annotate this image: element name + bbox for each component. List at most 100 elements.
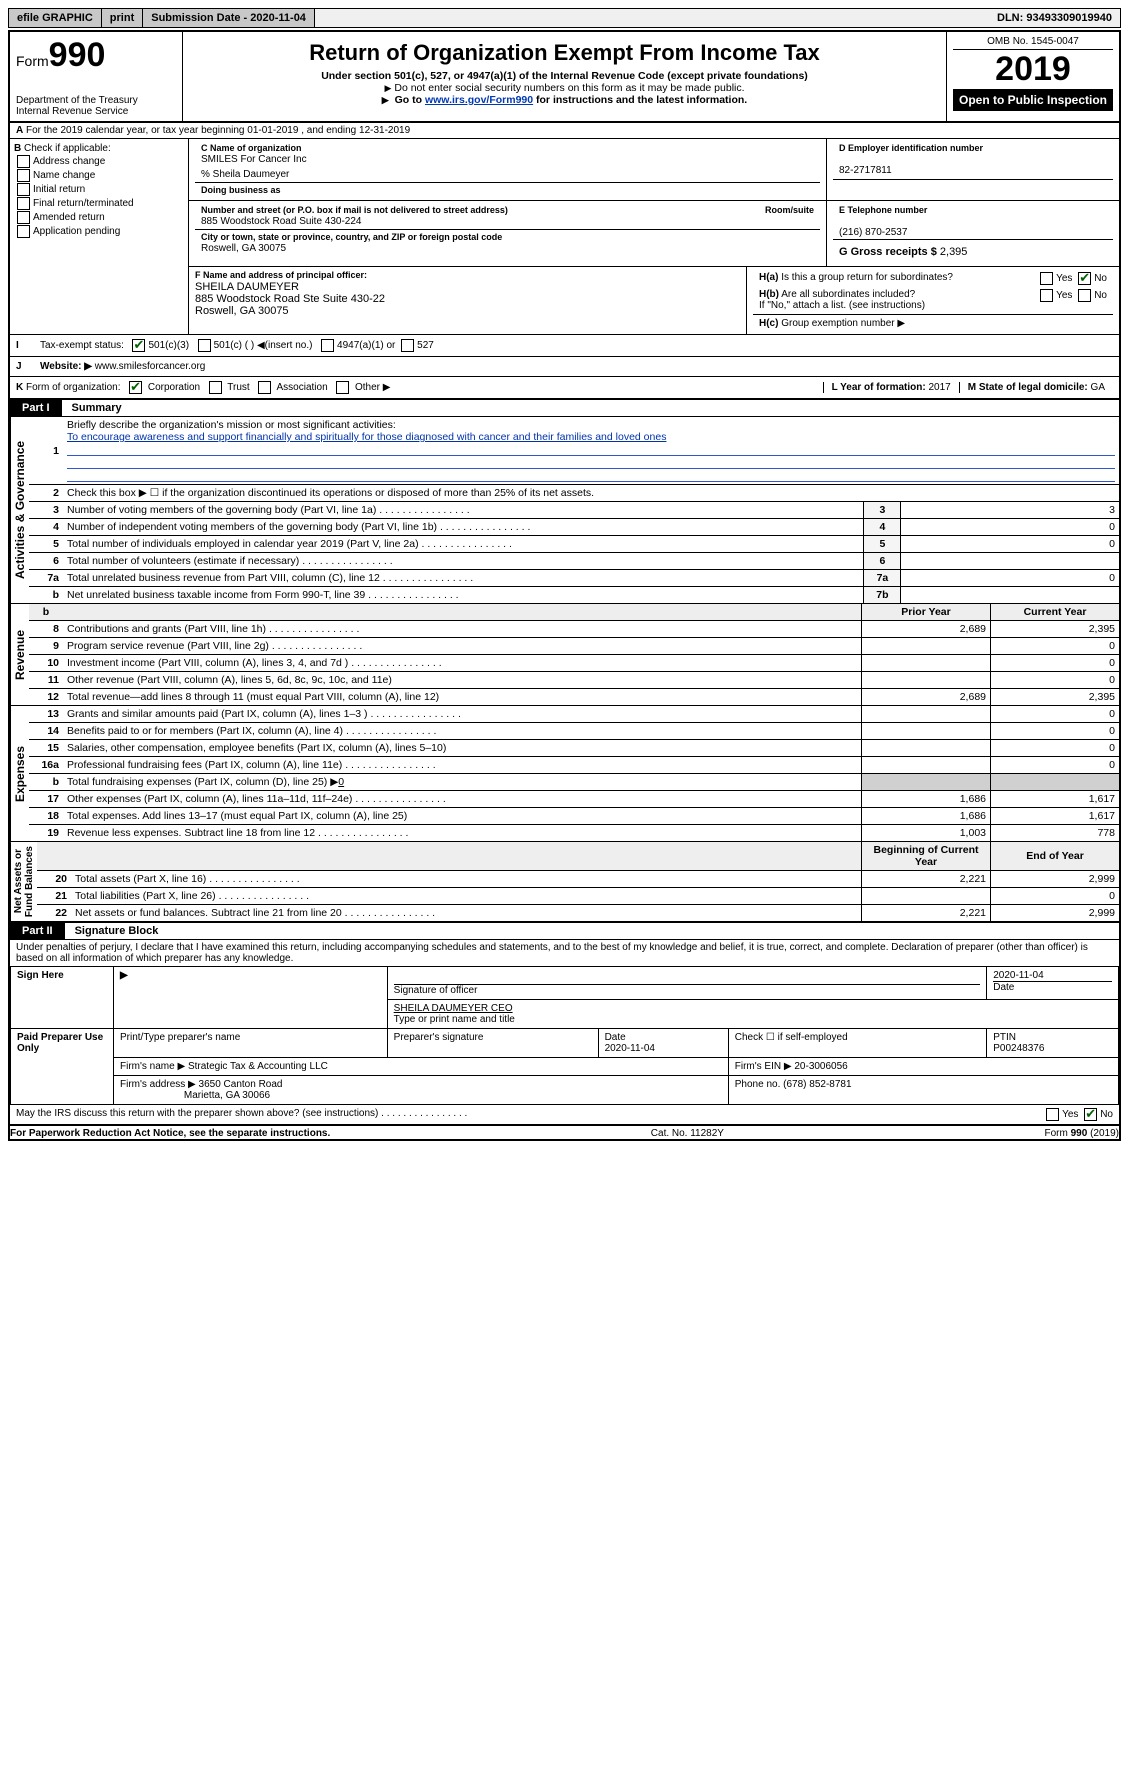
subtitle-2: Do not enter social security numbers on … <box>189 82 940 94</box>
l21: Total liabilities (Part X, line 26) <box>71 888 862 905</box>
pp-sig-label: Preparer's signature <box>394 1032 484 1043</box>
ein-value: 82-2717811 <box>839 165 892 176</box>
v5: 0 <box>901 536 1119 553</box>
city-label: City or town, state or province, country… <box>201 232 502 242</box>
cb-final-return[interactable]: Final return/terminated <box>14 197 184 210</box>
part-i-header: Part I Summary <box>10 398 1119 417</box>
hb-no[interactable] <box>1078 289 1091 302</box>
netassets-section: Net Assets or Fund Balances Beginning of… <box>10 841 1119 921</box>
i-527[interactable] <box>401 339 414 352</box>
print-button[interactable]: print <box>102 9 143 27</box>
i-501c3[interactable] <box>132 339 145 352</box>
cb-initial-return[interactable]: Initial return <box>14 183 184 196</box>
firm-phone: (678) 852-8781 <box>783 1079 851 1090</box>
f-officer-label: F Name and address of principal officer: <box>195 270 367 280</box>
d-ein-label: D Employer identification number <box>839 143 983 153</box>
col-eoy: End of Year <box>991 842 1120 871</box>
arrow-icon: ▶ <box>114 967 388 1029</box>
l3: Number of voting members of the governin… <box>63 502 864 519</box>
v7b <box>901 587 1119 604</box>
v6 <box>901 553 1119 570</box>
cb-address-change[interactable]: Address change <box>14 155 184 168</box>
mission-text: To encourage awareness and support finan… <box>67 431 666 443</box>
hb-yes[interactable] <box>1040 289 1053 302</box>
e-phone-label: E Telephone number <box>839 205 927 215</box>
l7a: Total unrelated business revenue from Pa… <box>63 570 864 587</box>
cb-name-change[interactable]: Name change <box>14 169 184 182</box>
l14: Benefits paid to or for members (Part IX… <box>63 723 862 740</box>
ha-yes[interactable] <box>1040 272 1053 285</box>
col-prior-year: Prior Year <box>862 604 991 621</box>
i-4947[interactable] <box>321 339 334 352</box>
l16b: Total fundraising expenses (Part IX, col… <box>63 774 862 791</box>
phone-value: (216) 870-2537 <box>839 227 907 238</box>
website-value: www.smilesforcancer.org <box>95 361 206 372</box>
vlabel-governance: Activities & Governance <box>10 417 29 603</box>
c-name-label: C Name of organization <box>201 143 302 153</box>
l18: Total expenses. Add lines 13–17 (must eq… <box>63 808 862 825</box>
form-container: Form990 Department of the Treasury Inter… <box>8 30 1121 1141</box>
row-j: J Website: ▶ www.smilesforcancer.org <box>10 356 1119 376</box>
vlabel-revenue: Revenue <box>10 604 29 705</box>
ha-label: Is this a group return for subordinates? <box>781 272 953 283</box>
l20: Total assets (Part X, line 16) <box>71 871 862 888</box>
discuss-yes[interactable] <box>1046 1108 1059 1121</box>
governance-section: Activities & Governance 1 Briefly descri… <box>10 417 1119 603</box>
sig-officer-label: Signature of officer <box>394 985 478 996</box>
pp-self-employed[interactable]: Check ☐ if self-employed <box>728 1029 986 1058</box>
cb-application-pending[interactable]: Application pending <box>14 225 184 238</box>
v7a: 0 <box>901 570 1119 587</box>
row-i: I Tax-exempt status: 501(c)(3) 501(c) ( … <box>10 334 1119 356</box>
v4: 0 <box>901 519 1119 536</box>
irs-link[interactable]: www.irs.gov/Form990 <box>425 94 533 106</box>
jurat-text: Under penalties of perjury, I declare th… <box>10 940 1119 966</box>
l13: Grants and similar amounts paid (Part IX… <box>63 706 862 723</box>
discuss-row: May the IRS discuss this return with the… <box>10 1105 1119 1124</box>
name-title-label: Type or print name and title <box>394 1014 515 1025</box>
sign-here-label: Sign Here <box>11 967 114 1029</box>
l11: Other revenue (Part VIII, column (A), li… <box>63 672 862 689</box>
signature-table: Sign Here ▶ Signature of officer 2020-11… <box>10 966 1119 1105</box>
k-trust[interactable] <box>209 381 222 394</box>
form-title: Return of Organization Exempt From Incom… <box>189 40 940 66</box>
l9: Program service revenue (Part VIII, line… <box>63 638 862 655</box>
form-number: Form990 <box>16 36 176 75</box>
firm-city: Marietta, GA 30066 <box>184 1090 270 1101</box>
l16a: Professional fundraising fees (Part IX, … <box>63 757 862 774</box>
org-name: SMILES For Cancer Inc <box>201 154 307 165</box>
submission-date-label: Submission Date - 2020-11-04 <box>143 9 315 27</box>
l19: Revenue less expenses. Subtract line 18 … <box>63 825 862 842</box>
line-a: A For the 2019 calendar year, or tax yea… <box>10 123 1119 139</box>
officer-name: SHEILA DAUMEYER <box>195 281 299 293</box>
col-bcy: Beginning of Current Year <box>862 842 991 871</box>
ha-no[interactable] <box>1078 272 1091 285</box>
k-assoc[interactable] <box>258 381 271 394</box>
l12: Total revenue—add lines 8 through 11 (mu… <box>63 689 862 706</box>
l8: Contributions and grants (Part VIII, lin… <box>63 621 862 638</box>
l10: Investment income (Part VIII, column (A)… <box>63 655 862 672</box>
addr-label: Number and street (or P.O. box if mail i… <box>201 205 508 215</box>
officer-city: Roswell, GA 30075 <box>195 305 289 317</box>
cb-amended-return[interactable]: Amended return <box>14 211 184 224</box>
dba-label: Doing business as <box>201 185 281 195</box>
l4: Number of independent voting members of … <box>63 519 864 536</box>
firm-name: Strategic Tax & Accounting LLC <box>188 1061 328 1072</box>
k-other[interactable] <box>336 381 349 394</box>
efile-label: efile GRAPHIC <box>9 9 102 27</box>
vlabel-expenses: Expenses <box>10 706 29 841</box>
pra-notice: For Paperwork Reduction Act Notice, see … <box>10 1128 330 1139</box>
part-ii-header: Part II Signature Block <box>10 921 1119 940</box>
subtitle-1: Under section 501(c), 527, or 4947(a)(1)… <box>189 70 940 82</box>
l1-label: Briefly describe the organization's miss… <box>67 419 396 431</box>
open-inspection-badge: Open to Public Inspection <box>953 89 1113 111</box>
l17: Other expenses (Part IX, column (A), lin… <box>63 791 862 808</box>
discuss-no[interactable] <box>1084 1108 1097 1121</box>
officer-addr: 885 Woodstock Road Ste Suite 430-22 <box>195 293 385 305</box>
k-corp[interactable] <box>129 381 142 394</box>
l5: Total number of individuals employed in … <box>63 536 864 553</box>
hb-note: If "No," attach a list. (see instruction… <box>759 300 925 311</box>
pp-date: 2020-11-04 <box>605 1043 655 1054</box>
row-k: K Form of organization: Corporation Trus… <box>10 376 1119 398</box>
i-501c[interactable] <box>198 339 211 352</box>
l22: Net assets or fund balances. Subtract li… <box>71 905 862 922</box>
